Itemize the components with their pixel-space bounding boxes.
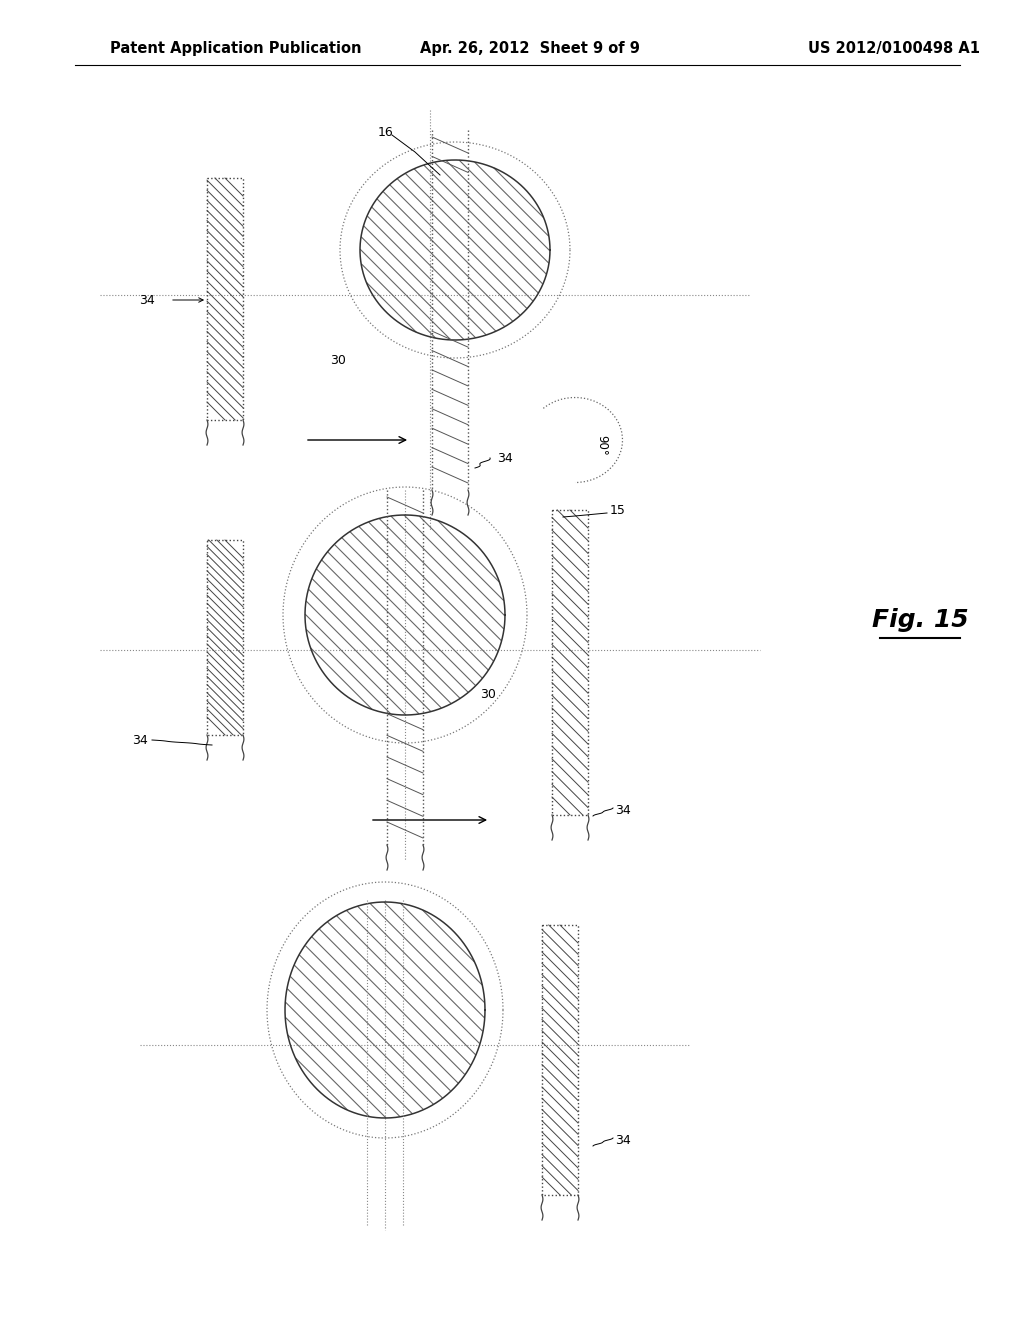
Text: Patent Application Publication: Patent Application Publication: [110, 41, 361, 55]
Text: 90°: 90°: [595, 434, 608, 455]
Text: 34: 34: [132, 734, 148, 747]
Text: US 2012/0100498 A1: US 2012/0100498 A1: [808, 41, 980, 55]
Text: 16: 16: [378, 125, 394, 139]
Text: Apr. 26, 2012  Sheet 9 of 9: Apr. 26, 2012 Sheet 9 of 9: [420, 41, 640, 55]
Text: 30: 30: [480, 689, 496, 701]
Text: 34: 34: [615, 804, 631, 817]
Text: 30: 30: [330, 354, 346, 367]
Text: Fig. 15: Fig. 15: [871, 609, 969, 632]
Text: 34: 34: [497, 451, 513, 465]
Text: 34: 34: [615, 1134, 631, 1147]
Text: 15: 15: [610, 503, 626, 516]
Text: 34: 34: [139, 293, 155, 306]
